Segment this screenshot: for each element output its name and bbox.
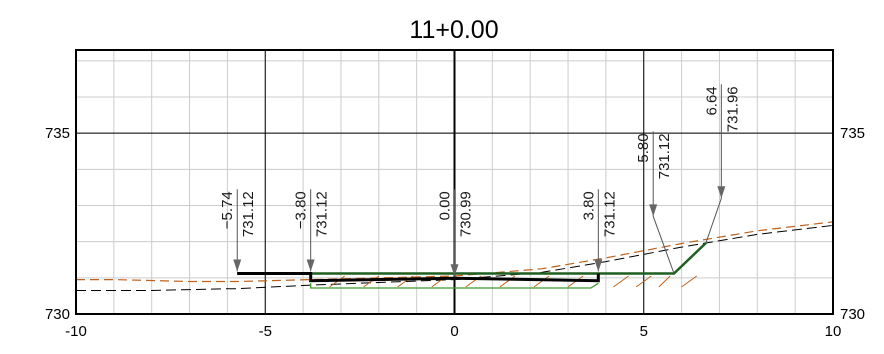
annotation-arrowhead	[649, 204, 658, 217]
x-tick-label: -5	[259, 323, 272, 340]
x-tick-label: 10	[825, 323, 842, 340]
annotation-offset-label: 0.00	[437, 191, 454, 220]
cut-hatch-line	[658, 275, 671, 288]
annotation-offset-label: 3.80	[580, 191, 597, 220]
annotation-offset-label: −3.80	[293, 191, 310, 229]
cut-hatch-line	[533, 275, 550, 288]
y-tick-label-left: 730	[45, 306, 70, 323]
cut-hatch-line	[613, 275, 629, 288]
annotation-elevation-label: 731.12	[656, 133, 673, 179]
annotation-offset-label: −5.74	[219, 191, 236, 229]
annotation-arrowhead	[717, 186, 726, 199]
annotation-offset-label: 6.64	[703, 86, 720, 115]
annotation-elevation-label: 731.12	[601, 191, 618, 237]
annotation-elevation-label: 731.96	[724, 86, 741, 132]
y-tick-label-left: 735	[45, 125, 70, 142]
annotation-arrowhead	[450, 264, 459, 277]
existing-ground-orange-line	[76, 221, 834, 283]
annotation-offset-label: 5.80	[635, 133, 652, 162]
cut-hatch-line	[681, 275, 698, 288]
annotation-arrowhead	[306, 259, 315, 272]
y-tick-label-right: 735	[840, 125, 865, 142]
finished-grade-line	[237, 272, 600, 283]
section-geometry	[76, 221, 834, 291]
station-annotations: −5.74 731.12 −3.80 731.12 0.00 730.99 3.80 731.…	[219, 84, 741, 277]
annotation-elevation-label: 731.12	[314, 191, 331, 237]
annotation-elevation-label: 730.99	[458, 191, 475, 237]
x-tick-label: -10	[65, 323, 87, 340]
annotation-elevation-label: 731.12	[240, 191, 257, 237]
subbase-outline	[310, 282, 599, 289]
y-tick-label-right: 730	[840, 306, 865, 323]
cut-hatch-line	[635, 275, 652, 288]
section-title: 11+0.00	[409, 16, 498, 44]
annotation-arrowhead	[233, 259, 242, 272]
annotation-arrowhead	[594, 259, 603, 272]
sidewalk-slope-line	[237, 242, 707, 275]
cut-hatch-line	[363, 275, 380, 288]
x-tick-label: 5	[640, 323, 648, 340]
plot-frame	[75, 49, 834, 315]
x-tick-label: 0	[450, 323, 458, 340]
